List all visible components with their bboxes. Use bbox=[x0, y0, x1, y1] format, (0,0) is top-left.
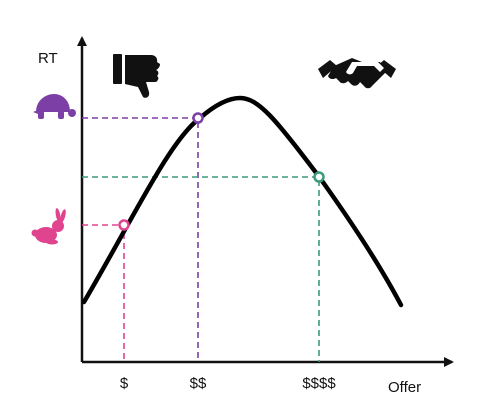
handshake-icon bbox=[318, 58, 396, 89]
x-axis-title: Offer bbox=[388, 379, 421, 396]
purple-guide-line bbox=[82, 117, 199, 362]
rabbit-icon bbox=[31, 208, 66, 245]
thumbs-down-icon bbox=[113, 54, 160, 98]
x-tick-label-3: $$$$ bbox=[302, 375, 336, 392]
y-axis-title: RT bbox=[38, 50, 58, 67]
curve-point-low bbox=[118, 219, 130, 231]
curve-point-high bbox=[313, 171, 325, 183]
response-curve bbox=[81, 95, 404, 308]
curve-point-mid bbox=[192, 112, 204, 124]
x-tick-label-2: $$ bbox=[190, 375, 207, 392]
x-tick-label-1: $ bbox=[120, 375, 129, 392]
turtle-icon bbox=[33, 94, 76, 119]
green-guide-line bbox=[82, 176, 320, 362]
